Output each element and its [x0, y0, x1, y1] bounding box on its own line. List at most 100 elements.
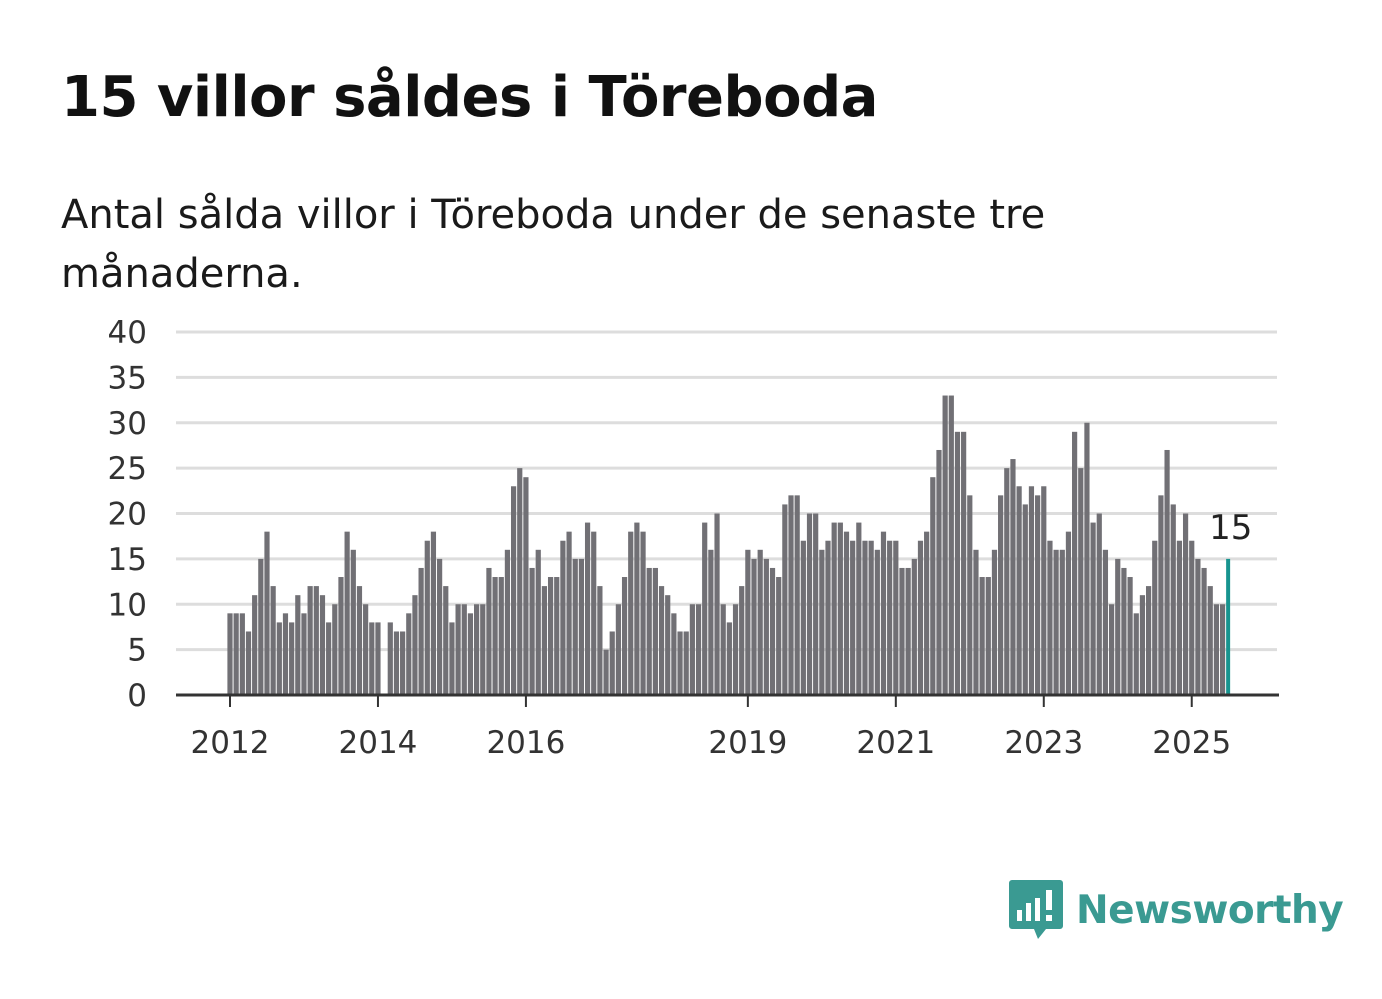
bar — [862, 540, 868, 695]
bar — [1102, 549, 1109, 695]
bar — [899, 567, 905, 695]
bar — [375, 622, 381, 695]
bar — [671, 613, 677, 695]
newsworthy-logo-icon — [1009, 880, 1063, 939]
bar — [806, 513, 813, 695]
bar — [584, 522, 591, 695]
bar — [609, 631, 615, 695]
x-tick-label: 2019 — [708, 725, 787, 761]
newsworthy-logo[interactable]: Newsworthy — [1008, 878, 1344, 942]
bar — [1195, 558, 1201, 696]
bar — [763, 558, 769, 696]
x-tick-label: 2016 — [486, 725, 565, 761]
bar — [1022, 504, 1028, 695]
bar — [924, 531, 930, 695]
bar — [991, 549, 998, 695]
bar — [295, 595, 301, 695]
bar — [868, 540, 874, 695]
y-tick-label: 0 — [127, 678, 147, 714]
bar — [1121, 567, 1127, 695]
bar — [227, 613, 233, 695]
bar — [541, 586, 548, 695]
bar — [369, 622, 375, 695]
bar — [905, 567, 911, 695]
y-tick-label: 40 — [108, 315, 147, 351]
bar — [1127, 577, 1133, 695]
bar — [245, 631, 252, 695]
y-tick-label: 10 — [108, 587, 147, 623]
x-tick-label: 2021 — [856, 725, 935, 761]
x-axis: 2012 2014 2016 2019 2021 2023 2025 — [176, 693, 1279, 761]
bar — [819, 549, 825, 695]
bar-value-label: 15 — [1209, 508, 1252, 548]
bar — [1047, 540, 1053, 695]
bar — [1189, 540, 1195, 695]
bar — [887, 540, 893, 695]
bar — [788, 495, 794, 695]
bar — [813, 513, 819, 695]
bar — [825, 540, 831, 695]
bar — [843, 531, 850, 695]
bar — [652, 567, 658, 695]
bar — [400, 631, 406, 695]
bar — [1065, 531, 1072, 695]
bar — [1219, 604, 1226, 695]
bar — [936, 449, 942, 695]
bar — [1139, 595, 1146, 695]
bar — [387, 622, 393, 695]
bar-latest — [1226, 558, 1231, 696]
bar — [856, 522, 862, 695]
bar — [800, 540, 806, 695]
bar — [1053, 549, 1059, 695]
bar — [967, 495, 973, 695]
bar — [1004, 468, 1010, 696]
bar — [739, 586, 745, 695]
bar — [948, 395, 954, 695]
bar — [1152, 540, 1158, 695]
bar — [702, 522, 708, 695]
y-tick-label: 35 — [108, 360, 147, 396]
bar — [319, 595, 326, 695]
bar — [406, 613, 412, 695]
bar — [523, 477, 529, 695]
bar — [474, 604, 480, 695]
bar — [1084, 422, 1090, 695]
bar — [874, 549, 880, 695]
y-axis: 0 5 10 15 20 25 30 35 40 — [108, 315, 147, 714]
bar — [363, 604, 369, 695]
bar — [443, 586, 449, 695]
bar — [258, 558, 264, 696]
y-tick-label: 25 — [108, 451, 147, 487]
bar — [560, 540, 566, 695]
bars: 15 — [227, 395, 1252, 696]
bar — [313, 586, 319, 695]
x-tick-label: 2012 — [191, 725, 270, 761]
bar — [338, 577, 344, 695]
bar — [1078, 468, 1084, 696]
bar — [665, 595, 671, 695]
bar — [393, 631, 400, 695]
x-tick-label: 2014 — [339, 725, 418, 761]
bar — [683, 631, 689, 695]
bar — [646, 567, 652, 695]
chart-subtitle: Antal sålda villor i Töreboda under de s… — [61, 192, 1046, 297]
bar — [492, 577, 498, 695]
bar — [578, 558, 584, 696]
bar — [911, 558, 917, 696]
bar — [1207, 586, 1213, 695]
bar — [893, 540, 899, 695]
bar — [1059, 549, 1065, 695]
bar — [449, 622, 455, 695]
bar — [1016, 486, 1022, 695]
bar — [356, 586, 363, 695]
bar — [510, 486, 517, 695]
bar — [1010, 459, 1016, 695]
bar — [1182, 513, 1189, 695]
bar — [480, 604, 486, 695]
bar — [831, 522, 837, 695]
bar — [591, 531, 597, 695]
bar — [776, 577, 782, 695]
bar — [535, 549, 541, 695]
bar — [998, 495, 1004, 695]
bar — [720, 604, 726, 695]
